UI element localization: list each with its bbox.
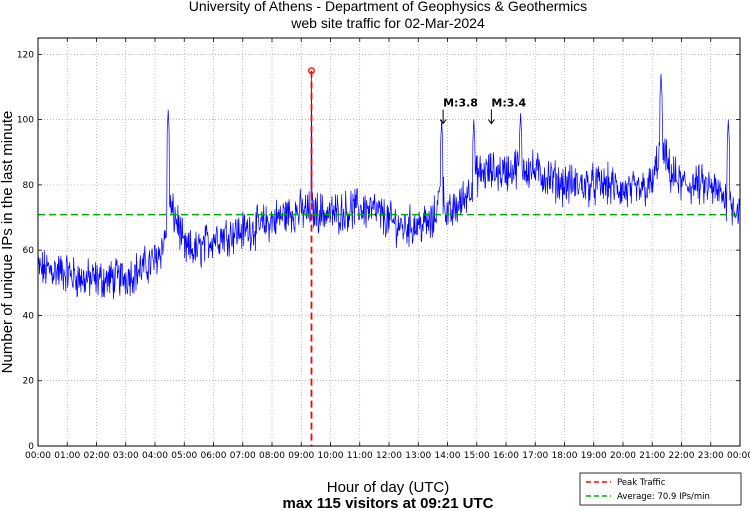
x-tick-label: 05:00 [171,451,197,461]
x-tick-label: 17:00 [522,451,548,461]
overlay-layer: M:3.8 M:3.4 [38,67,740,446]
x-tick-label: 04:00 [142,451,168,461]
y-tick-label: 40 [23,311,35,321]
x-tick-label: 08:00 [259,451,285,461]
x-tick-label: 20:00 [610,451,636,461]
series-layer [37,70,741,300]
quake-arrow-head [439,119,447,125]
x-tick-label: 18:00 [552,451,578,461]
x-tick-label: 19:00 [581,451,607,461]
x-tick-label: 10:00 [318,451,344,461]
x-tick-label: 12:00 [376,451,402,461]
y-tick-label: 80 [23,181,35,191]
x-tick-label: 00:00 [25,451,51,461]
quake-arrow-head [487,119,495,125]
x-tick-label: 11:00 [347,451,373,461]
x-tick-label: 21:00 [639,451,665,461]
traffic-series-line [37,70,741,300]
legend-average-label: Average: 70.9 IPs/min [617,492,710,502]
grid [38,38,740,446]
x-tick-label: 06:00 [201,451,227,461]
legend-box [579,472,742,506]
x-axis-ticks: 00:00 01:00 02:00 03:00 04:00 05:00 06:00 07:00… [25,38,750,461]
quake-annotation-label: M:3.8 [443,97,478,110]
y-axis-label: Number of unique IPs in the last minute [0,111,16,374]
x-tick-label: 02:00 [84,451,110,461]
x-tick-label: 07:00 [230,451,256,461]
legend: Peak Traffic Average: 70.9 IPs/min [579,472,742,506]
footer-max-visitors: max 115 visitors at 09:21 UTC [283,495,494,511]
chart-subtitle: web site traffic for 02-Mar-2024 [290,15,485,31]
x-axis-label: Hour of day (UTC) [327,479,450,496]
y-tick-label: 20 [23,377,35,387]
y-tick-label: 0 [28,442,34,452]
chart-title: University of Athens - Department of Geo… [189,0,587,14]
x-tick-label: 15:00 [464,451,490,461]
y-axis-ticks: 0 20 40 60 80 100 120 [17,50,740,452]
legend-peak-label: Peak Traffic [617,478,666,488]
y-tick-label: 120 [17,50,34,60]
x-tick-label: 16:00 [493,451,519,461]
x-tick-label: 09:00 [288,451,314,461]
y-tick-label: 100 [17,116,34,126]
y-tick-label: 60 [23,246,35,256]
x-tick-label: 23:00 [698,451,724,461]
x-tick-label: 22:00 [669,451,695,461]
x-tick-label: 01:00 [54,451,80,461]
x-tick-label: 00:00 [727,451,750,461]
quake-annotation-label: M:3.4 [491,97,526,110]
peak-marker [308,67,315,75]
x-tick-label: 14:00 [435,451,461,461]
x-tick-label: 13:00 [405,451,431,461]
x-tick-label: 03:00 [113,451,139,461]
plot-frame [37,37,741,447]
